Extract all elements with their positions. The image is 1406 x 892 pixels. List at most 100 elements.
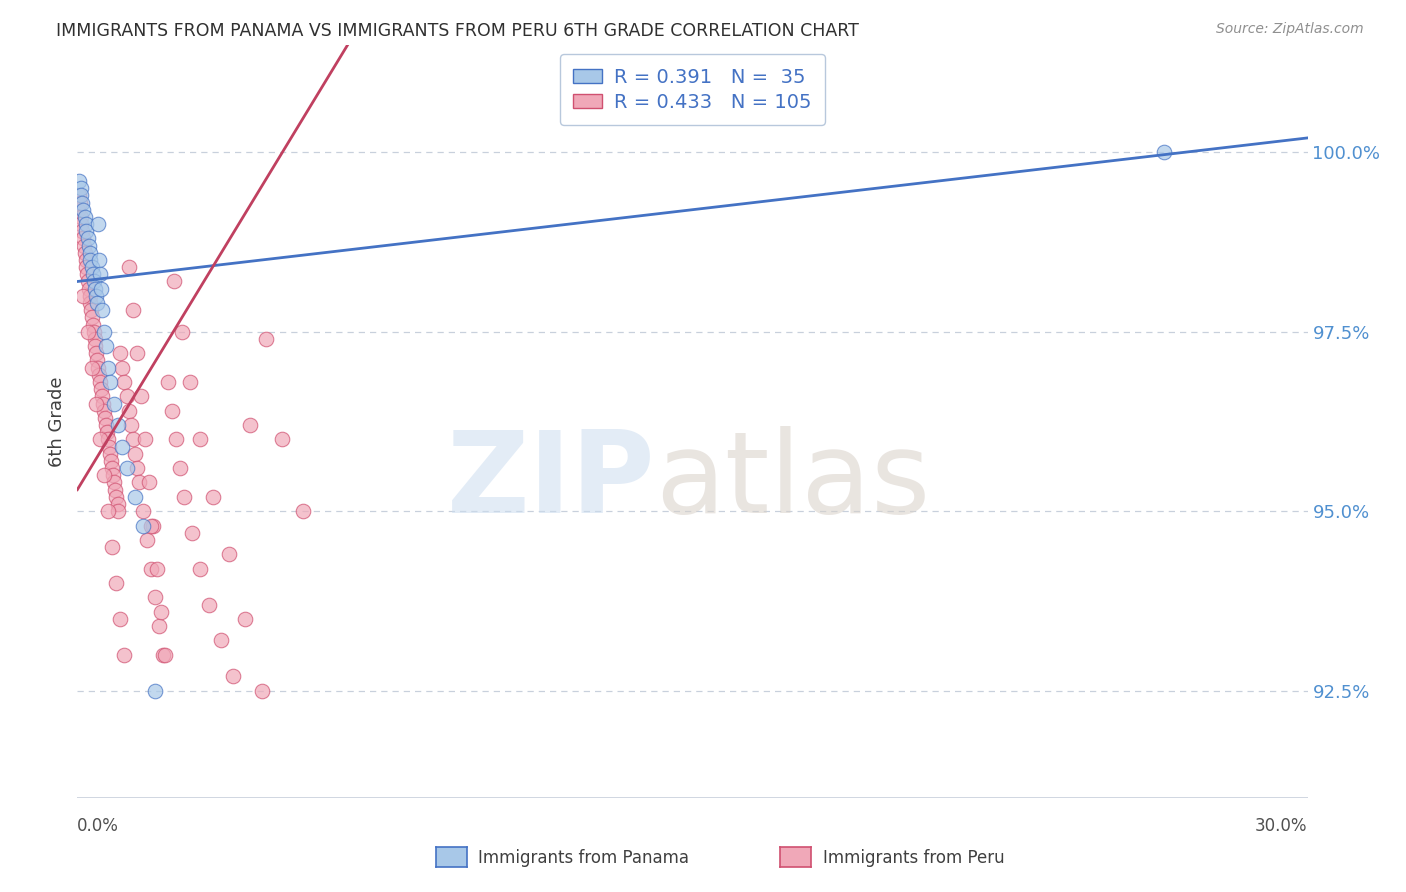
Point (271, 433, 294, 447)
Point (86, 296, 108, 310)
Point (291, 504, 314, 518)
Point (80, 260, 103, 274)
Point (70, 195, 93, 210)
Text: atlas: atlas (655, 426, 931, 537)
Point (87, 368, 110, 382)
Point (93, 403, 115, 417)
Point (75, 252, 97, 267)
Point (70, 217, 93, 231)
Point (98, 375, 121, 389)
Point (76, 268, 98, 282)
Point (136, 533, 159, 547)
Point (254, 332, 277, 346)
Point (146, 561, 169, 575)
Point (250, 683, 273, 698)
Point (82, 318, 104, 332)
Point (134, 433, 156, 447)
Point (84, 339, 107, 353)
Point (128, 475, 150, 490)
Point (83, 325, 105, 339)
Point (141, 518, 163, 533)
Point (72, 289, 94, 303)
Point (114, 375, 136, 389)
Point (76, 325, 98, 339)
Point (93, 468, 115, 483)
Point (73, 245, 96, 260)
Point (121, 433, 143, 447)
Point (222, 669, 245, 683)
Point (160, 403, 183, 417)
Point (111, 360, 134, 375)
Point (84, 289, 107, 303)
Point (89, 433, 111, 447)
Point (209, 633, 232, 648)
Point (103, 396, 125, 410)
Point (121, 303, 143, 318)
Point (79, 245, 101, 260)
Point (80, 303, 103, 318)
Point (129, 389, 152, 403)
Point (90, 389, 114, 403)
Point (89, 268, 111, 282)
Point (87, 252, 110, 267)
Point (197, 598, 219, 612)
Point (73, 210, 96, 224)
Point (201, 490, 224, 504)
Point (163, 275, 186, 289)
Text: Immigrants from Panama: Immigrants from Panama (478, 849, 689, 867)
Point (75, 224, 97, 238)
Legend: R = 0.391   N =  35, R = 0.433   N = 105: R = 0.391 N = 35, R = 0.433 N = 105 (560, 54, 825, 126)
Point (125, 461, 148, 475)
Point (218, 547, 240, 561)
Point (90, 303, 114, 318)
Point (69, 195, 91, 210)
Point (110, 346, 132, 360)
Point (142, 518, 165, 533)
Point (72, 202, 94, 217)
Text: IMMIGRANTS FROM PANAMA VS IMMIGRANTS FROM PERU 6TH GRADE CORRELATION CHART: IMMIGRANTS FROM PANAMA VS IMMIGRANTS FRO… (56, 22, 859, 40)
Point (124, 490, 146, 504)
Point (156, 375, 179, 389)
Point (120, 418, 142, 433)
Point (77, 238, 100, 252)
Point (98, 447, 121, 461)
Point (138, 475, 160, 490)
Point (98, 440, 121, 454)
Point (96, 425, 118, 440)
Point (101, 540, 124, 554)
Point (70, 188, 93, 202)
Point (90, 382, 112, 396)
Point (143, 591, 166, 605)
Point (101, 461, 124, 475)
Text: Source: ZipAtlas.com: Source: ZipAtlas.com (1216, 22, 1364, 37)
Text: 0.0%: 0.0% (77, 817, 120, 835)
Point (100, 454, 122, 468)
Point (104, 483, 127, 497)
Point (83, 275, 105, 289)
Point (89, 375, 111, 389)
Point (97, 360, 120, 375)
Point (70, 224, 93, 238)
Point (67, 174, 90, 188)
Point (72, 231, 94, 245)
Point (107, 497, 129, 511)
Point (84, 396, 107, 410)
Point (94, 339, 117, 353)
Point (141, 561, 163, 575)
Point (86, 353, 108, 368)
Point (82, 310, 104, 325)
Point (117, 260, 139, 274)
Point (107, 418, 129, 433)
Point (132, 518, 155, 533)
Point (124, 447, 146, 461)
Point (94, 410, 117, 425)
Point (87, 217, 110, 231)
Point (169, 461, 191, 475)
Point (76, 231, 98, 245)
Point (150, 605, 173, 619)
Point (94, 418, 117, 433)
Point (111, 440, 134, 454)
Point (152, 648, 174, 662)
Point (132, 504, 155, 518)
Point (110, 612, 132, 626)
